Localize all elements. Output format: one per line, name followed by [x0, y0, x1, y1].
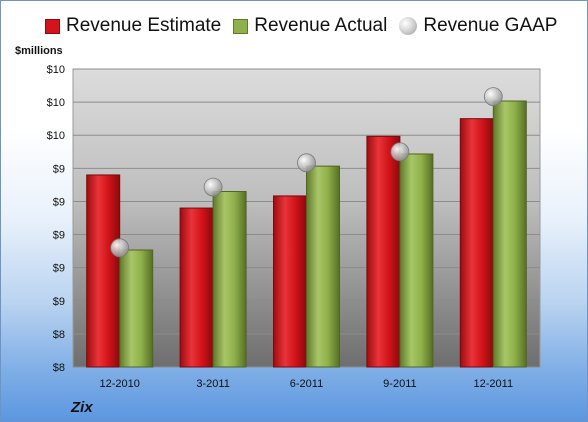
bar-actual: [306, 165, 340, 368]
bar-estimate: [86, 174, 121, 368]
y-tick-label: $8: [53, 329, 65, 341]
bar-estimate: [366, 135, 401, 368]
x-tick-label: 9-2011: [383, 378, 416, 390]
legend-swatch-actual: [233, 18, 249, 34]
legend-label-estimate: Revenue Estimate: [66, 15, 222, 36]
legend-marker-gaap: [399, 17, 418, 35]
company-label: Zix: [71, 399, 93, 416]
marker-gaap: [110, 238, 130, 258]
y-tick-label: $9: [53, 230, 65, 242]
bar-actual: [212, 191, 247, 368]
x-tick-label: 6-2011: [290, 378, 323, 390]
chart-legend: Revenue Estimate Revenue Actual Revenue …: [45, 15, 569, 37]
marker-gaap: [390, 142, 410, 162]
legend-item-gaap: Revenue GAAP: [399, 15, 557, 37]
bar-actual: [492, 100, 527, 368]
legend-label-actual: Revenue Actual: [254, 15, 388, 36]
y-axis-ticks: $8 $8 $9 $9 $9 $9 $9 $10 $10 $10: [47, 64, 65, 374]
legend-item-actual: Revenue Actual: [233, 15, 387, 37]
y-tick-label: $10: [47, 64, 65, 76]
y-tick-label: $9: [53, 296, 65, 308]
bar-actual: [399, 153, 434, 368]
y-tick-label: $10: [47, 130, 65, 142]
marker-gaap: [297, 153, 316, 173]
legend-item-estimate: Revenue Estimate: [45, 15, 221, 37]
x-axis-labels: 12-2010 3-2011 6-2011 9-2011 12-2011: [100, 378, 514, 390]
marker-gaap: [203, 177, 223, 197]
legend-label-gaap: Revenue GAAP: [423, 15, 558, 36]
y-axis-unit-label: $millions: [15, 45, 63, 57]
bars: [86, 100, 527, 368]
y-tick-label: $9: [53, 163, 65, 175]
legend-swatch-estimate: [45, 18, 60, 34]
gaap-markers: [110, 87, 503, 258]
x-tick-label: 12-2011: [474, 378, 514, 390]
bar-estimate: [179, 207, 214, 368]
marker-gaap: [483, 87, 503, 106]
bar-actual: [119, 249, 154, 368]
y-tick-label: $8: [53, 362, 65, 374]
x-tick-label: 12-2010: [100, 378, 140, 390]
x-tick-label: 3-2011: [196, 378, 229, 390]
y-tick-label: $9: [53, 263, 65, 275]
bar-estimate: [273, 195, 307, 368]
y-tick-label: $10: [47, 97, 65, 109]
y-tick-label: $9: [53, 196, 65, 208]
bar-estimate: [459, 118, 494, 368]
